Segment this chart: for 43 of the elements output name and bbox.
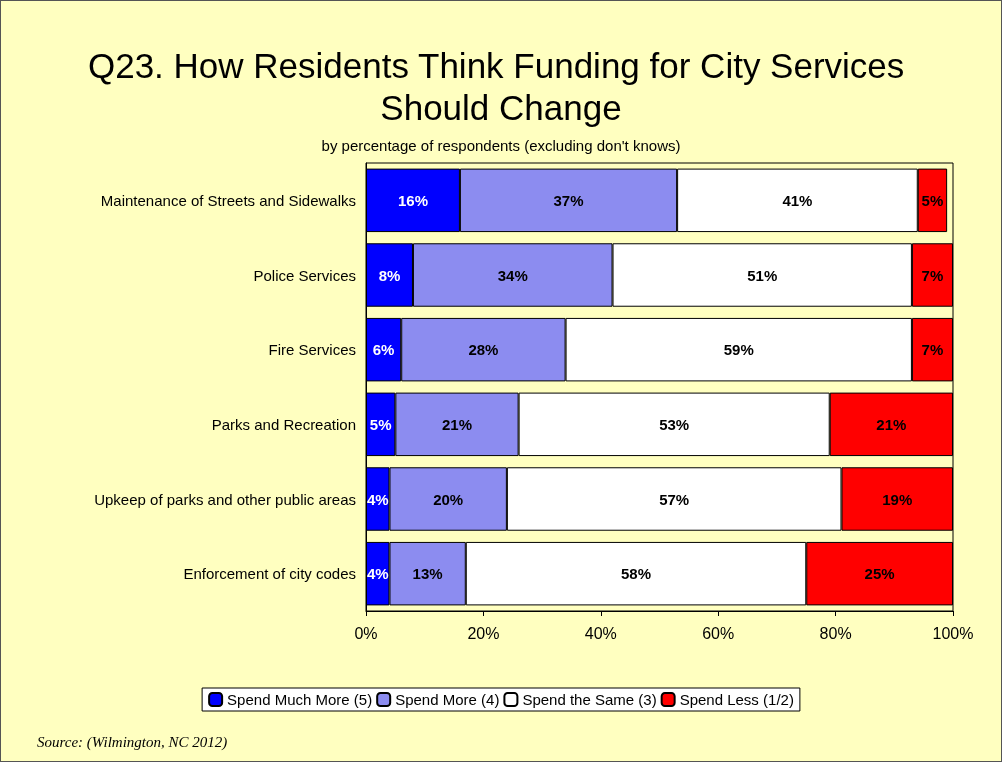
legend-label: Spend Much More (5) <box>227 691 373 708</box>
data-label: 53% <box>659 415 690 433</box>
y-tick-label: Parks and Recreation <box>211 415 356 433</box>
data-label: 28% <box>468 341 499 359</box>
data-label: 34% <box>497 266 528 284</box>
x-tick-label: 40% <box>584 624 617 642</box>
data-label: 4% <box>366 565 389 583</box>
x-tick-label: 100% <box>932 624 974 642</box>
y-tick-label: Enforcement of city codes <box>183 565 356 583</box>
x-tick-label: 0% <box>354 624 378 642</box>
data-label: 58% <box>621 565 652 583</box>
data-label: 8% <box>378 266 401 284</box>
data-label: 7% <box>921 341 944 359</box>
data-label: 4% <box>366 490 389 508</box>
y-tick-label: Police Services <box>253 266 356 284</box>
y-tick-label: Maintenance of Streets and Sidewalks <box>100 191 356 209</box>
x-tick-label: 80% <box>819 624 852 642</box>
y-tick-label: Fire Services <box>268 341 356 359</box>
data-label: 16% <box>397 191 428 209</box>
data-label: 6% <box>372 341 395 359</box>
data-label: 5% <box>369 415 392 433</box>
data-label: 21% <box>876 415 907 433</box>
data-label: 25% <box>864 565 895 583</box>
data-label: 41% <box>782 191 813 209</box>
x-tick-label: 20% <box>467 624 500 642</box>
data-label: 19% <box>882 490 913 508</box>
x-tick-label: 60% <box>702 624 735 642</box>
data-label: 13% <box>412 565 443 583</box>
data-label: 59% <box>723 341 754 359</box>
data-label: 7% <box>921 266 944 284</box>
data-label: 21% <box>441 415 472 433</box>
source-note: Source: (Wilmington, NC 2012) <box>37 733 228 751</box>
data-label: 51% <box>747 266 778 284</box>
legend-label: Spend the Same (3) <box>522 691 657 708</box>
data-label: 37% <box>553 191 584 209</box>
data-label: 57% <box>659 490 690 508</box>
y-tick-label: Upkeep of parks and other public areas <box>94 490 356 508</box>
chart-subtitle: by percentage of respondents (excluding don't knows) <box>321 137 681 154</box>
legend-label: Spend More (4) <box>395 691 500 708</box>
legend-label: Spend Less (1/2) <box>679 691 794 708</box>
chart-title: Q23. How Residents Think Funding for City Services Should Change <box>87 45 915 127</box>
data-label: 20% <box>433 490 464 508</box>
data-label: 5% <box>921 191 944 209</box>
